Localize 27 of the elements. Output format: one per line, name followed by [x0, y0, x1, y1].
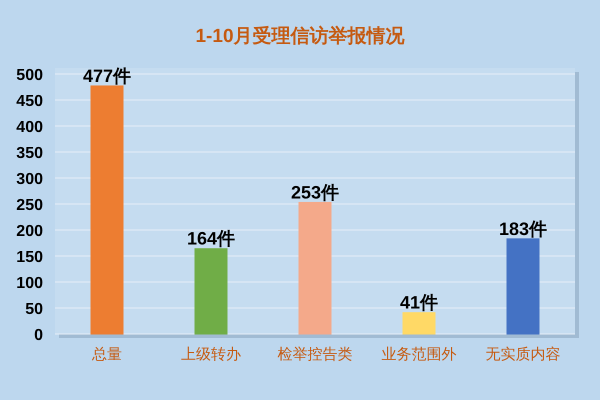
y-tick-label: 350	[16, 145, 44, 162]
y-tick-label: 0	[34, 327, 44, 344]
x-tick-label: 无实质内容	[486, 346, 560, 363]
x-tick-label: 总量	[91, 346, 122, 363]
y-tick-label: 250	[16, 197, 44, 214]
y-tick-label: 400	[16, 119, 44, 136]
y-tick-label: 200	[16, 223, 44, 240]
y-tick-label: 300	[16, 171, 44, 188]
bar	[298, 202, 332, 334]
data-label: 41件	[400, 292, 438, 313]
chart-title: 1-10月受理信访举报情况	[195, 25, 406, 47]
bar	[402, 312, 436, 334]
x-tick-label: 检举控告类	[278, 346, 352, 363]
y-tick-label: 450	[16, 93, 44, 110]
data-label: 253件	[290, 182, 340, 202]
y-tick-label: 50	[25, 301, 44, 318]
bar	[506, 238, 540, 334]
y-tick-label: 500	[16, 67, 44, 84]
data-label: 183件	[498, 218, 548, 239]
data-label: 477件	[82, 66, 132, 86]
y-tick-label: 100	[16, 275, 44, 292]
data-label: 164件	[186, 228, 236, 249]
x-tick-label: 上级转办	[181, 346, 241, 363]
x-tick-label: 业务范围外	[382, 346, 456, 363]
bar	[194, 248, 228, 334]
y-tick-label: 150	[16, 249, 44, 266]
bar	[90, 85, 124, 334]
